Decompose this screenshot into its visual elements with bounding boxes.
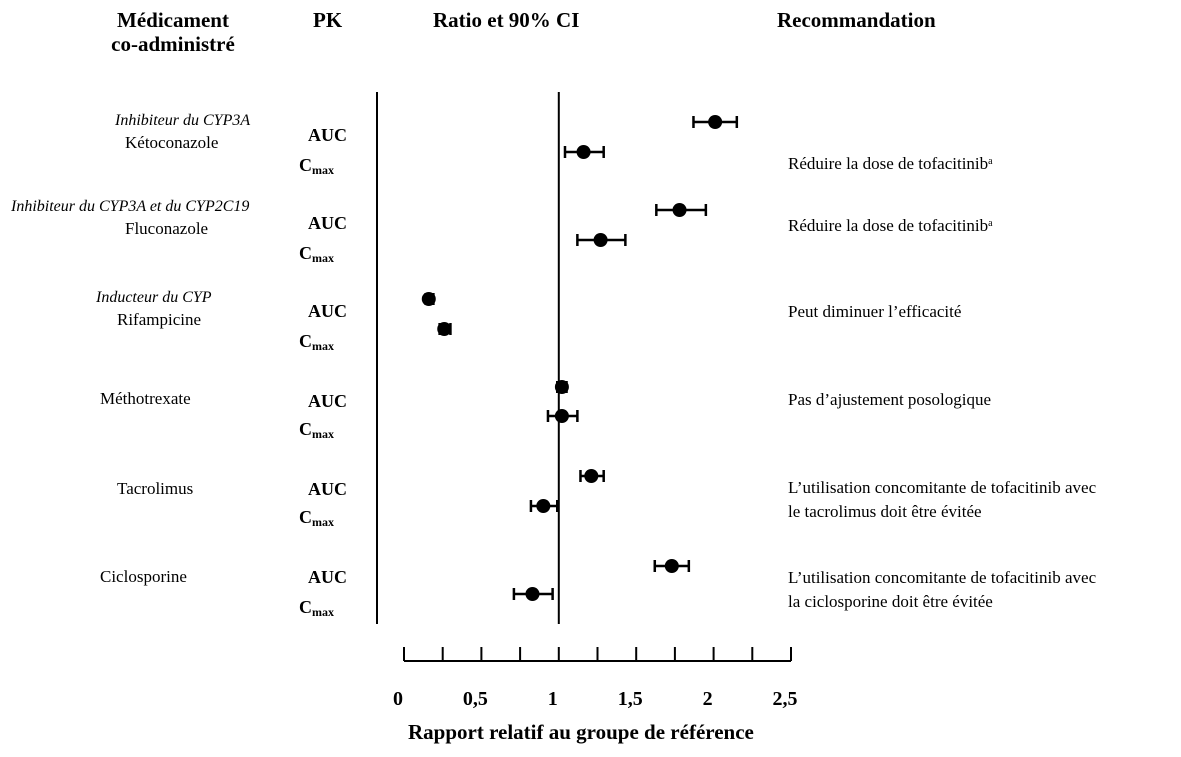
recommendation-line: le tacrolimus doit être évitée <box>788 502 982 521</box>
ratio-point <box>536 499 551 513</box>
drug-name-label: Méthotrexate <box>100 389 191 408</box>
pk-auc-label: AUC <box>308 301 347 321</box>
ratio-point <box>437 322 452 336</box>
ratio-point <box>525 587 540 601</box>
pk-auc-label: AUC <box>308 479 347 499</box>
drug-name-label: Ciclosporine <box>100 567 187 586</box>
ratio-point <box>554 409 569 423</box>
x-tick-label: 1 <box>547 688 558 710</box>
pk-auc-label: AUC <box>308 567 347 587</box>
pk-cmax-label: Cmax <box>299 597 334 619</box>
ratio-point <box>664 559 679 573</box>
ratio-point <box>672 203 687 217</box>
recommendation-text: Peut diminuer l’efficacité <box>788 302 962 321</box>
pk-auc-label: AUC <box>308 391 347 411</box>
drug-group-label: Inducteur du CYP <box>96 289 212 306</box>
x-tick-label: 0,5 <box>462 688 488 710</box>
pk-cmax-label: Cmax <box>299 419 334 441</box>
x-tick-label: 2,5 <box>772 688 798 710</box>
drug-name-label: Rifampicine <box>117 310 202 329</box>
ratio-point <box>576 145 591 159</box>
recommendation-text: Réduire la dose de tofacitiniba <box>788 154 993 173</box>
ratio-point <box>554 380 569 394</box>
header-drug: Médicament co-administré <box>93 8 253 56</box>
drug-name-label: Tacrolimus <box>117 479 194 498</box>
drug-group-label: Inhibiteur du CYP3A et du CYP2C19 <box>11 198 250 215</box>
recommendation-line: L’utilisation concomitante de tofacitini… <box>788 478 1097 497</box>
drug-name-label: Kétoconazole <box>125 133 219 152</box>
recommendation-line: la ciclosporine doit être évitée <box>788 592 993 611</box>
ratio-point <box>584 469 599 483</box>
header-recommendation: Recommandation <box>777 8 936 32</box>
recommendation-text: Pas d’ajustement posologique <box>788 390 992 409</box>
ratio-point <box>708 115 723 129</box>
ratio-point <box>421 292 436 306</box>
pk-cmax-label: Cmax <box>299 507 334 529</box>
recommendation-text: Réduire la dose de tofacitiniba <box>788 216 993 235</box>
x-tick-label: 0 <box>393 688 403 710</box>
x-tick-label: 2 <box>702 688 713 710</box>
ratio-point <box>593 233 608 247</box>
header-drug-line2: co-administré <box>111 32 235 56</box>
header-pk: PK <box>313 8 343 32</box>
header-ratio: Ratio et 90% CI <box>433 8 580 32</box>
pk-auc-label: AUC <box>308 125 347 145</box>
pk-cmax-label: Cmax <box>299 243 334 265</box>
header-drug-line1: Médicament <box>117 8 229 32</box>
x-axis-label: Rapport relatif au groupe de référence <box>408 720 754 744</box>
recommendation-text: L’utilisation concomitante de tofacitini… <box>788 566 1096 614</box>
recommendation-text: L’utilisation concomitante de tofacitini… <box>788 476 1096 524</box>
drug-group-label: Inhibiteur du CYP3A <box>115 112 251 129</box>
pk-cmax-label: Cmax <box>299 155 334 177</box>
x-tick-label: 1,5 <box>617 688 643 710</box>
drug-name-label: Fluconazole <box>125 219 209 238</box>
pk-cmax-label: Cmax <box>299 331 334 353</box>
pk-auc-label: AUC <box>308 213 347 233</box>
recommendation-line: L’utilisation concomitante de tofacitini… <box>788 568 1097 587</box>
